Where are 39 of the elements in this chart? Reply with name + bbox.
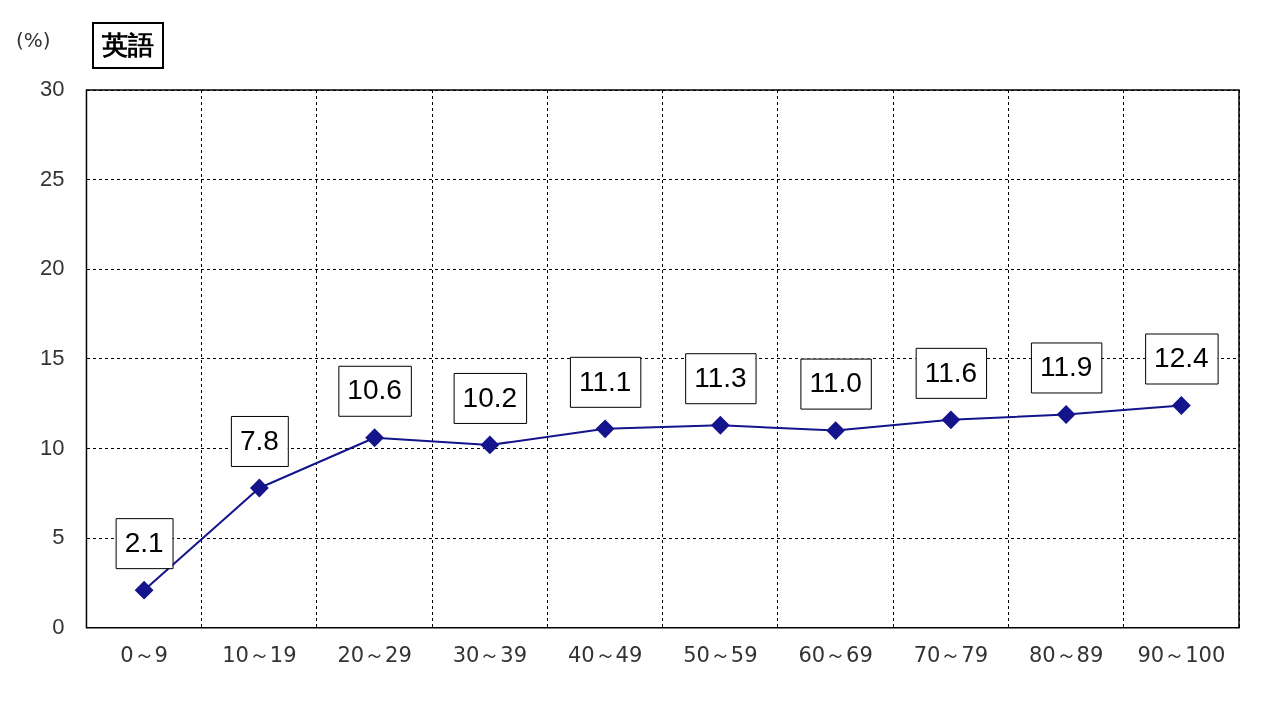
data-label: 2.1 <box>124 526 164 558</box>
y-tick-label: 30 <box>39 76 65 102</box>
data-label: 10.2 <box>462 381 518 413</box>
data-label: 11.9 <box>1039 351 1093 383</box>
x-tick-label: 60～69 <box>798 642 873 667</box>
x-tick-label: 70～79 <box>913 642 989 667</box>
chart-title: 英語 <box>92 22 164 69</box>
y-tick-label: 20 <box>39 255 65 281</box>
x-tick-label: 30～39 <box>452 642 528 667</box>
x-tick-label: 90～100 <box>1137 642 1226 667</box>
x-tick-label: 80～89 <box>1028 642 1104 667</box>
y-tick-label: 10 <box>39 434 65 460</box>
y-tick-label: 25 <box>39 165 65 191</box>
x-tick-label: 50～59 <box>683 642 758 667</box>
point <box>135 581 154 600</box>
y-tick-label: 0 <box>52 613 65 639</box>
data-label: 10.6 <box>347 374 402 406</box>
point <box>1057 405 1076 424</box>
data-label: 11.1 <box>578 365 632 397</box>
point <box>480 435 499 454</box>
y-axis-title: (%) <box>16 28 51 52</box>
y-tick-label: 15 <box>39 344 65 370</box>
data-label: 11.3 <box>694 361 747 393</box>
point <box>365 428 384 447</box>
x-tick-label: 10～19 <box>222 642 297 667</box>
point <box>1172 396 1191 415</box>
data-label: 7.8 <box>239 424 279 456</box>
point <box>596 419 615 438</box>
y-tick-label: 5 <box>52 524 65 550</box>
data-label: 12.4 <box>1154 342 1209 374</box>
point <box>826 421 845 440</box>
x-tick-label: 20～29 <box>337 642 412 667</box>
point <box>941 410 960 429</box>
point <box>711 416 730 435</box>
x-tick-label: 0～9 <box>120 642 168 667</box>
data-label: 11.0 <box>809 367 862 399</box>
data-label: 11.6 <box>924 356 978 388</box>
point <box>250 478 269 497</box>
x-tick-label: 40～49 <box>567 642 643 667</box>
